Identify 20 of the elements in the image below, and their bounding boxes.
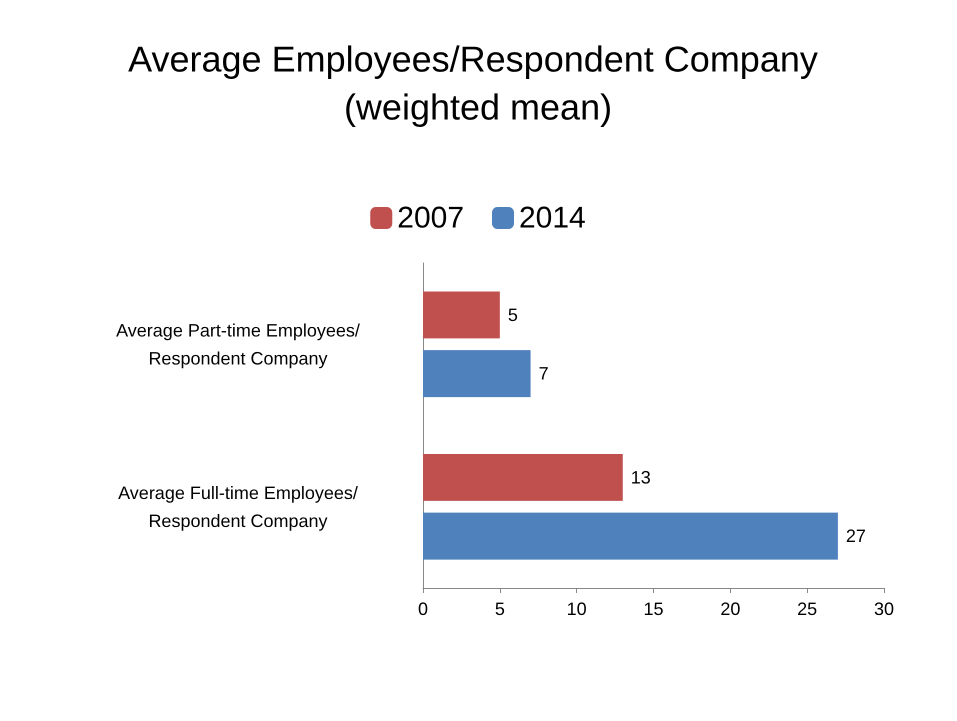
x-tick-label: 10 — [566, 599, 587, 619]
data-label: 27 — [846, 526, 866, 546]
data-label: 7 — [538, 364, 549, 384]
x-tick-label: 5 — [494, 599, 505, 619]
y-tick-label: Average Part-time Employees/Respondent Company — [116, 320, 360, 368]
x-tick-label: 25 — [797, 599, 818, 619]
bar — [423, 454, 623, 501]
legend-label: 2007 — [397, 202, 464, 234]
data-label: 5 — [508, 304, 518, 325]
bar — [423, 512, 838, 560]
x-tick-label: 0 — [418, 599, 428, 619]
bar — [423, 350, 531, 398]
x-tick-label: 30 — [874, 599, 894, 619]
y-tick-label: Average Full-time Employees/Respondent Company — [118, 482, 358, 531]
x-tick-label: 20 — [720, 599, 740, 619]
legend-label: 2014 — [519, 202, 586, 234]
x-tick-label: 15 — [643, 599, 664, 619]
data-label: 13 — [630, 467, 651, 488]
chart-title: Average Employees/Respondent Company (weighted mean) — [128, 38, 828, 128]
bar — [423, 291, 500, 338]
